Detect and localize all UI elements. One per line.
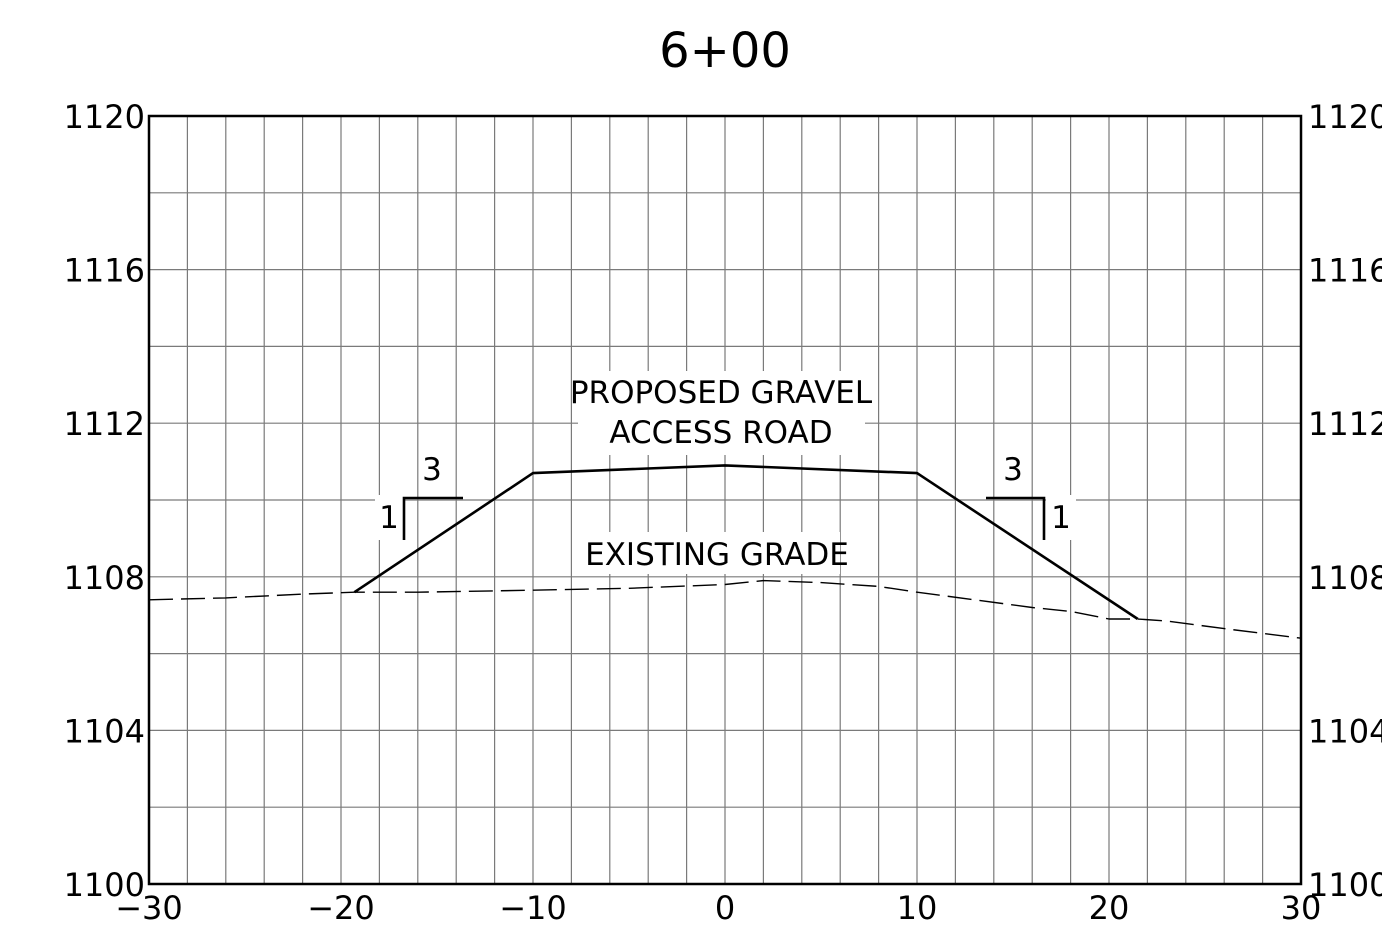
road-label-line2: ACCESS ROAD bbox=[609, 415, 832, 451]
left-slope-run-label: 3 bbox=[422, 452, 442, 488]
y-tick-label-right: 1104 bbox=[1308, 712, 1382, 750]
x-tick-label: −30 bbox=[115, 889, 183, 927]
y-tick-label-left: 1116 bbox=[64, 252, 145, 290]
y-tick-label-left: 1120 bbox=[64, 98, 145, 136]
series-group bbox=[148, 464, 1302, 639]
y-tick-labels-right: 1100 1104 1108 1112 1116 1120 bbox=[1308, 98, 1382, 904]
x-tick-labels: −30 −20 −10 0 10 20 30 bbox=[115, 889, 1321, 927]
road-label-background bbox=[578, 371, 865, 455]
existing-grade-label: EXISTING GRADE bbox=[585, 537, 849, 573]
right-rise-background bbox=[1046, 495, 1076, 540]
road-label-line1: PROPOSED GRAVEL bbox=[570, 375, 873, 411]
y-tick-label-left: 1112 bbox=[64, 405, 145, 443]
y-tick-label-right: 1100 bbox=[1308, 866, 1382, 904]
y-tick-label-left: 1108 bbox=[64, 559, 145, 597]
x-tick-label: −10 bbox=[499, 889, 567, 927]
y-tick-label-left: 1100 bbox=[64, 866, 145, 904]
y-tick-label-right: 1108 bbox=[1308, 559, 1382, 597]
left-slope-symbol bbox=[402, 496, 463, 540]
x-tick-label: −20 bbox=[307, 889, 375, 927]
right-slope-run-label: 3 bbox=[1003, 452, 1023, 488]
y-tick-label-left: 1104 bbox=[64, 712, 145, 750]
y-tick-label-right: 1116 bbox=[1308, 252, 1382, 290]
proposed-road-line bbox=[353, 464, 1139, 621]
y-tick-label-right: 1112 bbox=[1308, 405, 1382, 443]
existing-label-background bbox=[594, 532, 840, 574]
plot-frame bbox=[147, 114, 1303, 886]
y-tick-label-right: 1120 bbox=[1308, 98, 1382, 136]
chart-title: 6+00 bbox=[659, 23, 791, 79]
horizontal-gridlines bbox=[149, 192, 1301, 808]
right-slope-rise-label: 1 bbox=[1051, 500, 1071, 536]
right-slope-symbol bbox=[986, 496, 1046, 540]
y-tick-labels-left: 1100 1104 1108 1112 1116 1120 bbox=[64, 98, 145, 904]
annotation-backgrounds bbox=[375, 371, 1076, 574]
x-tick-label: 20 bbox=[1089, 889, 1130, 927]
x-tick-label: 30 bbox=[1281, 889, 1322, 927]
x-tick-label: 10 bbox=[897, 889, 938, 927]
x-tick-label: 0 bbox=[715, 889, 735, 927]
left-rise-background bbox=[375, 495, 405, 540]
slope-indicators bbox=[402, 496, 1046, 540]
left-slope-rise-label: 1 bbox=[379, 500, 399, 536]
